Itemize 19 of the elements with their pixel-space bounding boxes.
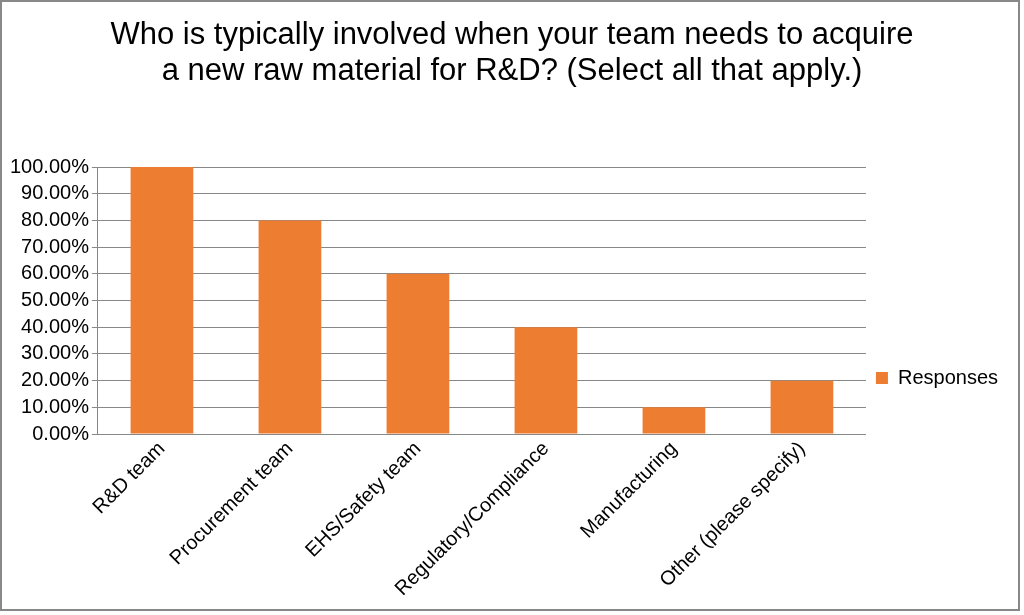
legend-label: Responses: [897, 365, 998, 388]
y-tick-label: 60.00%: [21, 261, 90, 284]
bar: [386, 273, 450, 434]
bar: [514, 327, 578, 434]
y-tick-label: 40.00%: [21, 314, 90, 337]
y-tick-label: 90.00%: [21, 181, 90, 204]
y-tick-label: 80.00%: [21, 207, 90, 230]
bar: [130, 167, 194, 434]
bar: [770, 380, 834, 434]
y-tick-label: 10.00%: [21, 394, 90, 417]
y-tick-label: 20.00%: [21, 368, 90, 391]
bar: [258, 220, 322, 434]
y-tick-label: 30.00%: [21, 341, 90, 364]
y-tick-label: 0.00%: [32, 421, 90, 444]
y-tick-label: 70.00%: [21, 234, 90, 257]
y-tick-label: 50.00%: [21, 288, 90, 311]
y-tick-label: 100.00%: [9, 154, 90, 177]
chart-title: Who is typically involved when your team needs to acquire a new raw material for R&D? (Select all that apply.): [109, 16, 915, 88]
bar: [642, 407, 706, 434]
